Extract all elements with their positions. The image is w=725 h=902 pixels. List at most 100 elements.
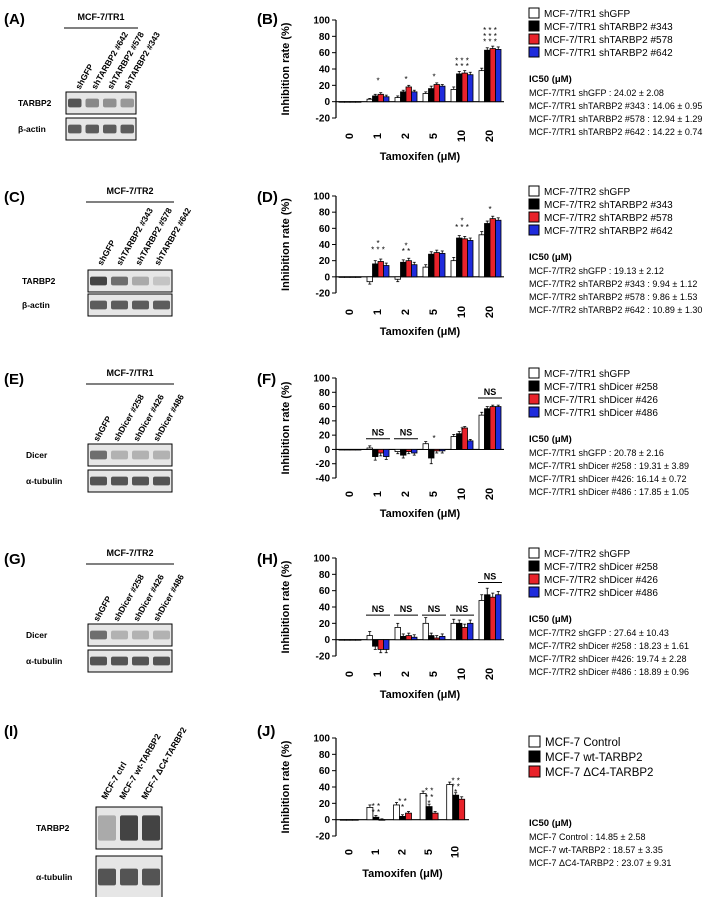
y-tick-label: 20 xyxy=(319,256,331,267)
blot-row-label: Dicer xyxy=(26,630,48,640)
ic50-value: MCF-7/TR2 shDicer #486 : 18.89 ± 0.96 xyxy=(529,667,689,677)
bar xyxy=(478,600,485,641)
x-axis-title: Tamoxifen (μM) xyxy=(380,151,461,163)
blot-row-label: α-tubulin xyxy=(26,656,62,666)
y-tick-label: 40 xyxy=(319,783,331,794)
bar xyxy=(405,449,412,452)
ns-label: NS xyxy=(372,604,385,614)
bar xyxy=(456,622,463,641)
bar xyxy=(428,88,435,103)
blot-band xyxy=(90,450,107,460)
blot-row-label: α-tubulin xyxy=(36,872,72,882)
x-tick-label: 0 xyxy=(344,671,356,677)
blot-band xyxy=(153,276,170,286)
blot-membrane xyxy=(87,649,173,673)
blot-band xyxy=(85,124,99,134)
ns-label: NS xyxy=(428,604,441,614)
legend-swatch xyxy=(528,765,541,778)
y-tick-label: 0 xyxy=(324,635,330,646)
bar xyxy=(338,101,345,103)
blot-band xyxy=(111,476,128,486)
bar xyxy=(372,449,379,457)
x-tick-label: 1 xyxy=(372,671,384,677)
significance-marker: * * xyxy=(402,247,410,256)
x-tick-label: 2 xyxy=(400,133,412,139)
blot-row-label: β-actin xyxy=(22,300,50,310)
bar xyxy=(405,635,412,641)
y-axis-title: Inhibition rate (%) xyxy=(280,198,292,291)
bar xyxy=(450,436,457,450)
bar xyxy=(422,266,429,278)
bar xyxy=(394,276,401,280)
bar xyxy=(425,806,433,821)
blot-band xyxy=(111,630,128,640)
bar xyxy=(411,449,418,454)
ic50-value: MCF-7/TR2 shTARBP2 #642 : 10.89 ± 1.30 xyxy=(529,305,702,315)
legend-swatch xyxy=(528,735,541,748)
significance-marker: * xyxy=(454,788,457,797)
bar xyxy=(355,101,362,103)
panel-letter: (B) xyxy=(257,11,278,28)
bar xyxy=(428,635,435,641)
blot-row-label: TARBP2 xyxy=(22,276,56,286)
bar xyxy=(400,261,407,278)
bar xyxy=(428,253,435,278)
x-tick-label: 10 xyxy=(456,130,468,142)
ic50-value: MCF-7/TR2 shDicer #426: 19.74 ± 2.28 xyxy=(529,654,687,664)
bar xyxy=(433,449,440,452)
chart-legend: MCF-7/TR2 shGFP MCF-7/TR2 shTARBP2 #343 MC… xyxy=(528,185,673,237)
ic50-block: IC50 (μM) MCF-7/TR2 shGFP : 27.64 ± 10.43… xyxy=(529,614,689,677)
legend-swatch xyxy=(528,185,540,197)
blot-band xyxy=(153,450,170,460)
bar xyxy=(344,276,351,278)
bar xyxy=(383,639,390,650)
legend-label: MCF-7/TR2 shGFP xyxy=(544,549,630,560)
blot-band xyxy=(90,656,107,666)
ic50-block: IC50 (μM) MCF-7/TR1 shGFP : 20.78 ± 2.16 M… xyxy=(529,434,689,497)
bar xyxy=(400,91,407,103)
legend-label: MCF-7/TR1 shTARBP2 #578 xyxy=(544,35,673,46)
blot-band xyxy=(111,450,128,460)
significance-marker: * * * xyxy=(455,56,469,65)
y-tick-label: 40 xyxy=(319,65,331,76)
legend-label: MCF-7/TR2 shTARBP2 #642 xyxy=(544,226,673,237)
chart-legend: MCF-7/TR1 shGFP MCF-7/TR1 shTARBP2 #343 MC… xyxy=(528,7,673,59)
ic50-value: MCF-7/TR2 shGFP : 19.13 ± 2.12 xyxy=(529,266,664,276)
x-tick-label: 5 xyxy=(423,849,435,855)
x-axis-title: Tamoxifen (μM) xyxy=(380,326,461,338)
bar xyxy=(383,449,390,457)
bar xyxy=(349,639,356,641)
ic50-block: IC50 (μM) MCF-7/TR1 shGFP : 24.02 ± 2.08 M… xyxy=(529,74,702,137)
bar xyxy=(495,49,502,103)
ic50-value: MCF-7 ΔC4-TARBP2 : 23.07 ± 9.31 xyxy=(529,858,671,868)
bar xyxy=(484,49,491,103)
bar xyxy=(344,639,351,641)
ic50-value: MCF-7/TR1 shGFP : 20.78 ± 2.16 xyxy=(529,448,664,458)
bar xyxy=(495,406,502,450)
panel-letter: (I) xyxy=(4,723,18,740)
blot-membrane xyxy=(87,293,173,317)
x-tick-label: 10 xyxy=(456,488,468,500)
y-tick-label: -40 xyxy=(316,474,331,485)
ic50-value: MCF-7/TR1 shTARBP2 #578 : 12.94 ± 1.29 xyxy=(529,114,702,124)
significance-marker: * * * xyxy=(483,32,497,41)
bar xyxy=(489,406,496,450)
blot-band xyxy=(68,98,82,108)
cell-line-label: MCF-7/TR1 xyxy=(107,368,154,378)
ic50-title: IC50 (μM) xyxy=(529,252,572,263)
blot-band xyxy=(111,276,128,286)
significance-marker: * * xyxy=(372,802,380,811)
bar xyxy=(439,85,446,103)
y-tick-label: 100 xyxy=(313,192,330,203)
legend-swatch xyxy=(528,380,540,392)
legend-swatch xyxy=(528,46,540,58)
y-tick-label: -20 xyxy=(316,459,331,470)
y-tick-label: -20 xyxy=(316,652,331,663)
bar xyxy=(478,70,485,103)
y-tick-label: -20 xyxy=(316,289,331,300)
x-tick-label: 2 xyxy=(400,671,412,677)
bar xyxy=(489,596,496,641)
